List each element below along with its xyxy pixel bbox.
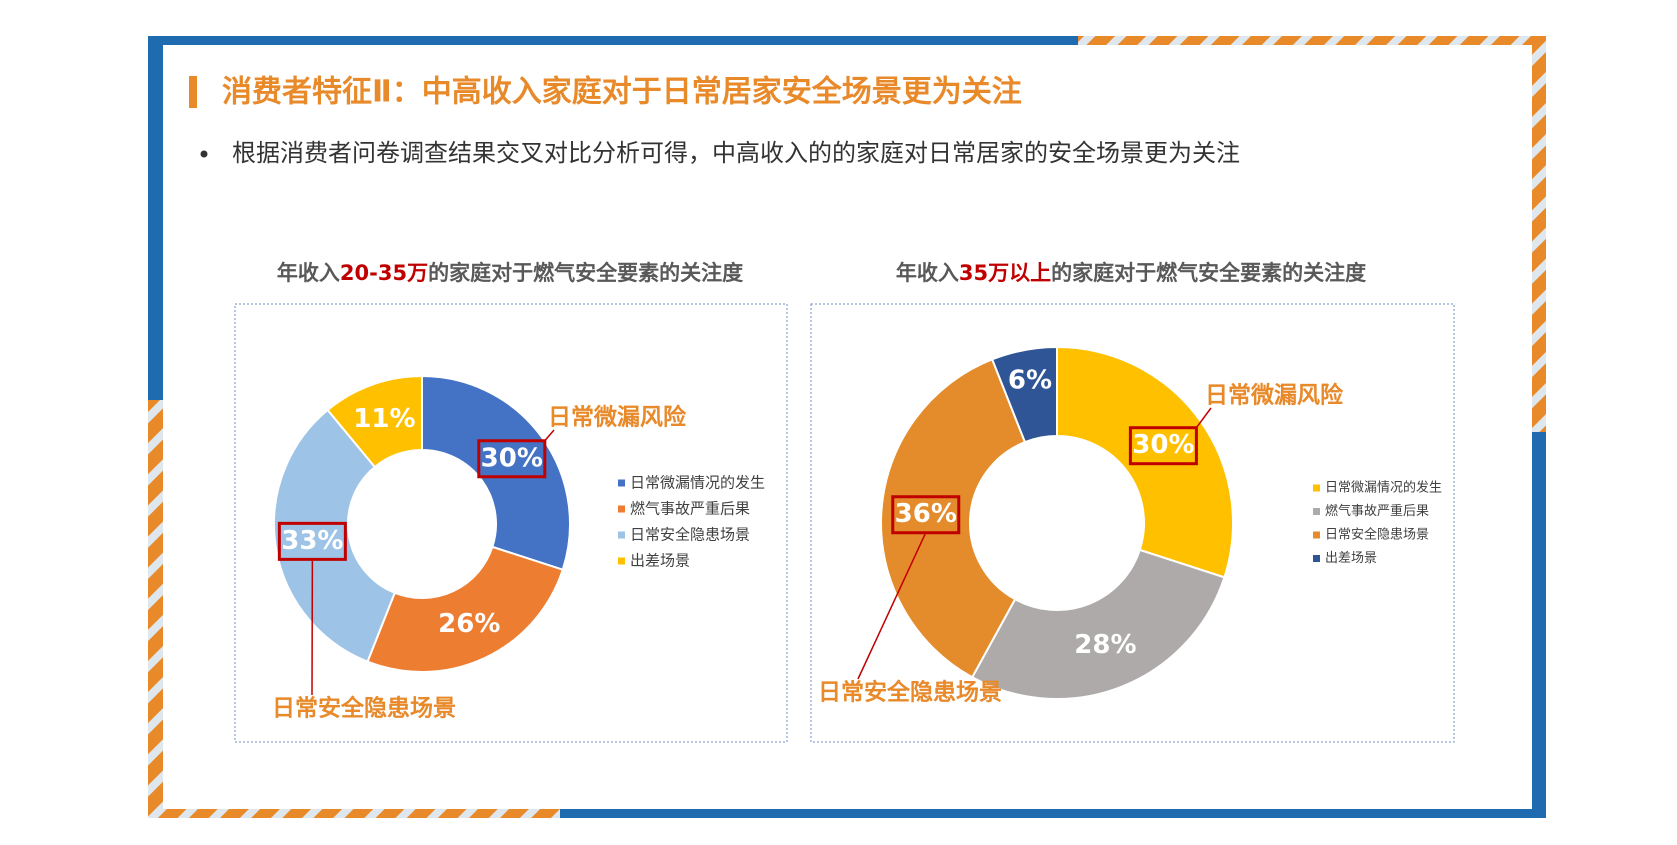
annotation: 日常微漏风险 bbox=[1205, 382, 1344, 409]
value-label: 30% bbox=[481, 443, 543, 473]
legend-label: 燃气事故严重后果 bbox=[630, 500, 750, 518]
donut-slice bbox=[366, 545, 565, 673]
bullet-text: 根据消费者问卷调查结果交叉对比分析可得，中高收入的的家庭对日常居家的安全场景更为… bbox=[232, 139, 1240, 167]
value-label: 36% bbox=[895, 499, 957, 529]
callout-line bbox=[857, 532, 927, 680]
donut-slice bbox=[421, 374, 571, 571]
chart-box bbox=[234, 303, 788, 743]
legend-swatch bbox=[1313, 508, 1320, 515]
legend-swatch bbox=[618, 531, 625, 539]
donut-slice bbox=[326, 374, 423, 469]
annotation: 日常安全隐患场景 bbox=[818, 679, 1002, 706]
annotation: 日常微漏风险 bbox=[548, 404, 687, 431]
callout-line bbox=[544, 429, 555, 442]
chart-title-part: 20-35万 bbox=[340, 261, 428, 285]
legend-label: 出差场景 bbox=[630, 552, 690, 570]
legend-swatch bbox=[618, 557, 625, 565]
legend-swatch bbox=[618, 505, 625, 513]
chart-title-part: 的家庭对于燃气安全要素的关注度 bbox=[1051, 261, 1366, 285]
chart-box bbox=[810, 303, 1455, 743]
legend-swatch bbox=[1313, 484, 1320, 492]
chart-title-part: 35万以上 bbox=[959, 261, 1051, 285]
chart-title-part: 年收入 bbox=[896, 261, 959, 285]
donut-slice bbox=[990, 345, 1058, 444]
donut-slice bbox=[273, 408, 397, 663]
slide-title: 消费者特征Ⅱ：中高收入家庭对于日常居家安全场景更为关注 bbox=[222, 75, 1022, 110]
title-bar bbox=[189, 76, 197, 108]
chart-title: 年收入35万以上的家庭对于燃气安全要素的关注度 bbox=[896, 261, 1366, 285]
value-label: 6% bbox=[1008, 366, 1052, 396]
callout-line bbox=[1195, 407, 1212, 429]
highlight-box bbox=[477, 439, 547, 479]
legend-label: 燃气事故严重后果 bbox=[1325, 503, 1429, 519]
value-label: 26% bbox=[438, 609, 500, 639]
legend-swatch bbox=[1313, 555, 1320, 562]
donut-slice bbox=[1056, 345, 1234, 579]
highlight-box bbox=[1128, 426, 1198, 466]
chart-title-part: 年收入 bbox=[277, 261, 340, 285]
donut-slice bbox=[970, 548, 1226, 700]
annotation: 日常安全隐患场景 bbox=[272, 695, 456, 722]
value-label: 30% bbox=[1132, 430, 1194, 460]
legend-label: 日常安全隐患场景 bbox=[1325, 527, 1429, 543]
legend-swatch bbox=[1313, 531, 1320, 539]
bullet-dot bbox=[200, 150, 208, 158]
value-label: 33% bbox=[281, 526, 343, 556]
legend-label: 出差场景 bbox=[1325, 551, 1377, 566]
value-label: 11% bbox=[353, 404, 415, 434]
legend-label: 日常微漏情况的发生 bbox=[1325, 480, 1442, 496]
legend-label: 日常安全隐患场景 bbox=[630, 526, 750, 544]
legend-swatch bbox=[618, 479, 625, 487]
legend-label: 日常微漏情况的发生 bbox=[630, 474, 765, 492]
chart-title: 年收入20-35万的家庭对于燃气安全要素的关注度 bbox=[277, 261, 743, 285]
value-label: 28% bbox=[1074, 630, 1136, 660]
chart-title-part: 的家庭对于燃气安全要素的关注度 bbox=[428, 261, 743, 285]
